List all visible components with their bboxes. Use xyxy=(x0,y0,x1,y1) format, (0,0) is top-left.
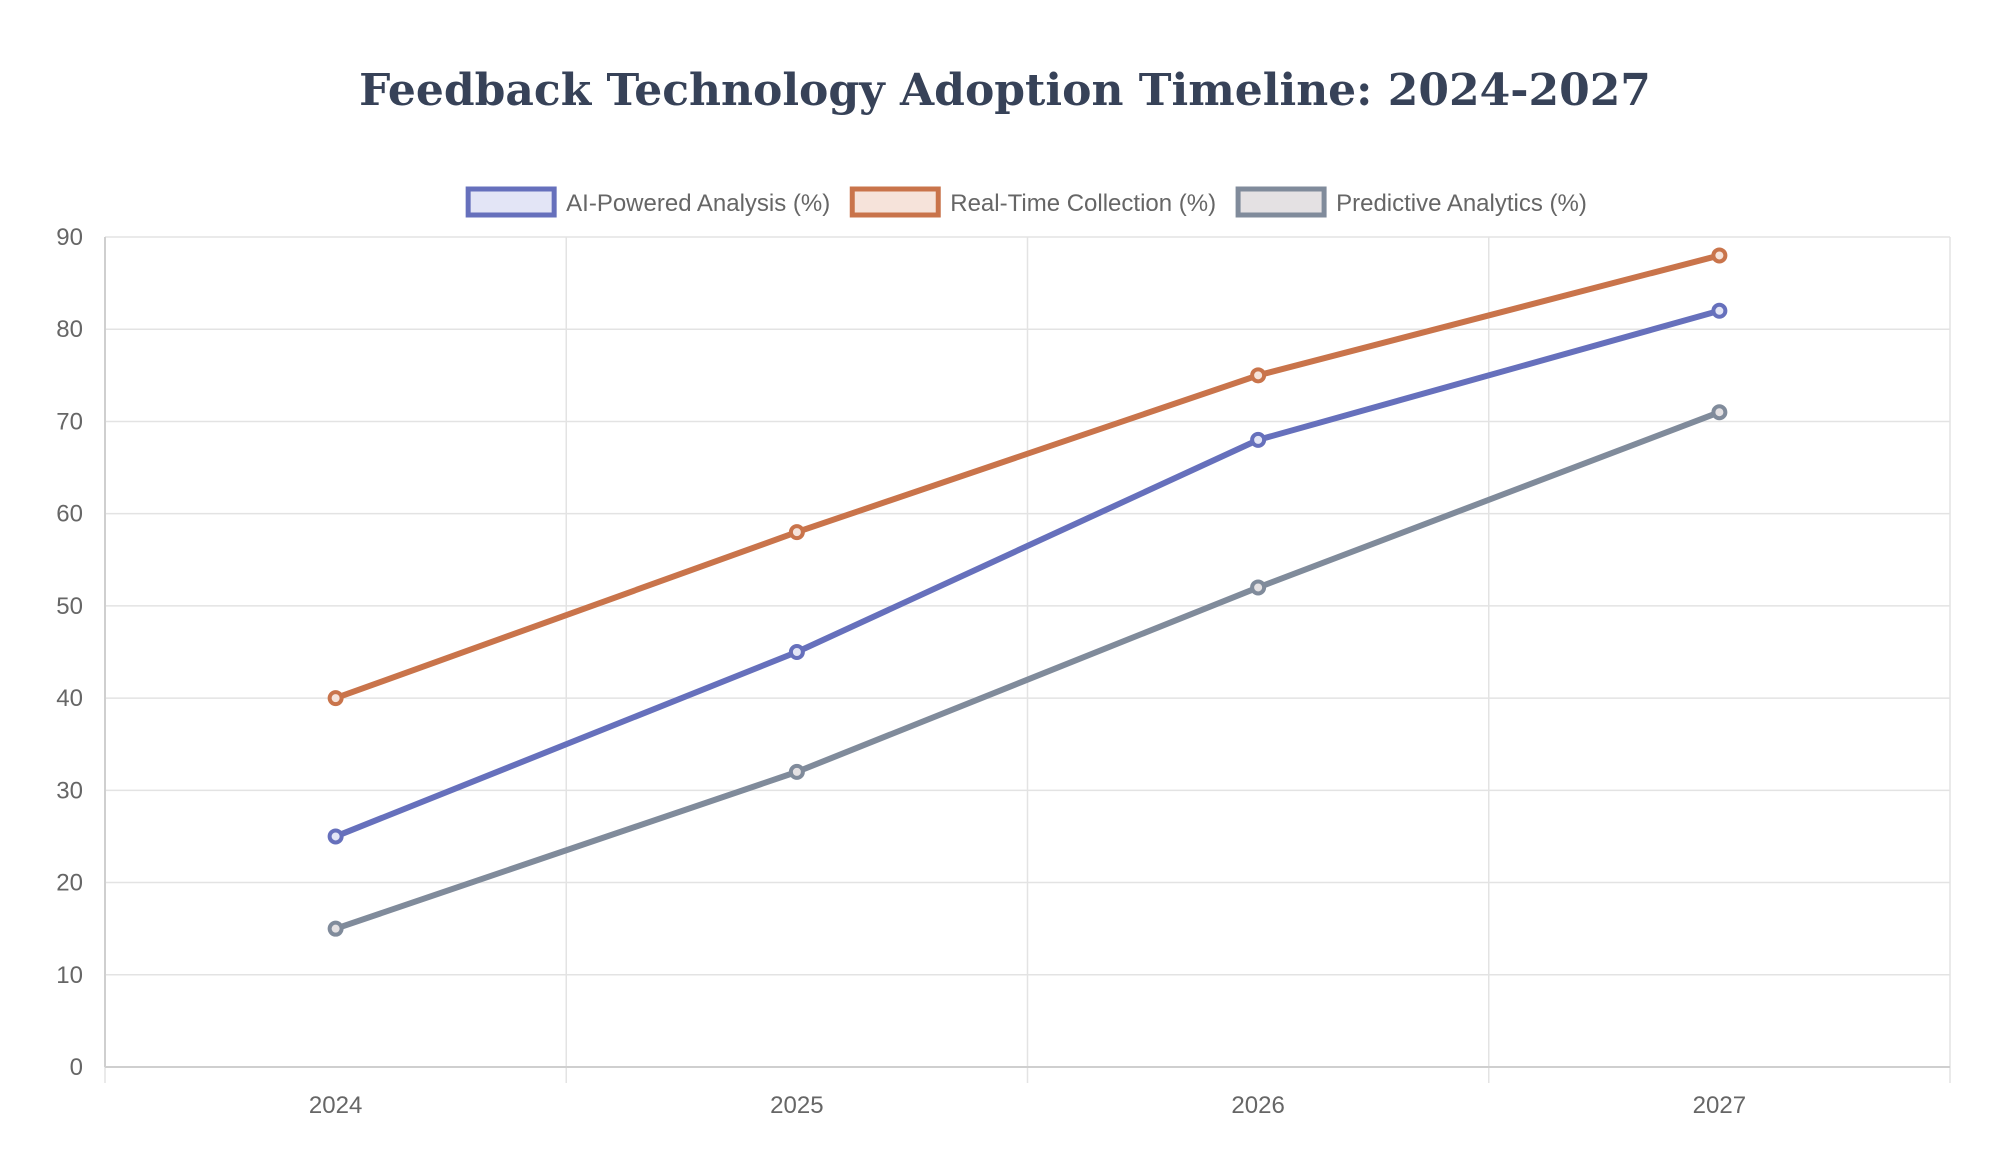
data-point[interactable] xyxy=(1250,367,1267,384)
legend: AI-Powered Analysis (%) Real-Time Collect… xyxy=(465,186,1587,218)
y-tick-label: 30 xyxy=(56,777,83,804)
series-0 xyxy=(327,302,1728,845)
data-point[interactable] xyxy=(327,828,344,845)
data-point[interactable] xyxy=(788,524,805,541)
data-point[interactable] xyxy=(327,690,344,707)
legend-item[interactable]: Real-Time Collection (%) xyxy=(849,186,1216,218)
x-tick-label: 2027 xyxy=(1693,1092,1746,1119)
legend-item[interactable]: Predictive Analytics (%) xyxy=(1235,186,1587,218)
y-tick-label: 60 xyxy=(56,501,83,528)
y-tick-label: 40 xyxy=(56,685,83,712)
y-tick-label: 0 xyxy=(70,1054,83,1081)
data-point[interactable] xyxy=(1711,404,1728,421)
legend-label: Predictive Analytics (%) xyxy=(1336,190,1587,217)
y-tick-label: 20 xyxy=(56,870,83,897)
y-tick-label: 80 xyxy=(56,316,83,343)
y-tick-label: 50 xyxy=(56,593,83,620)
data-point[interactable] xyxy=(1250,431,1267,448)
chart-axes: 0 10 20 30 40 50 60 70 80 90 2024 2025 2026 2027 xyxy=(56,224,1950,1119)
chart-series xyxy=(327,247,1728,937)
data-point[interactable] xyxy=(1711,302,1728,319)
data-point[interactable] xyxy=(1711,247,1728,264)
data-point[interactable] xyxy=(327,920,344,937)
legend-label: Real-Time Collection (%) xyxy=(950,190,1216,217)
series-line xyxy=(332,307,1723,840)
x-tick-label: 2025 xyxy=(770,1092,823,1119)
legend-swatch xyxy=(1235,186,1327,218)
series-2 xyxy=(327,404,1728,937)
legend-swatch xyxy=(465,186,557,218)
chart-grid xyxy=(104,236,1951,1083)
x-tick-label: 2026 xyxy=(1231,1092,1284,1119)
data-point[interactable] xyxy=(788,763,805,780)
y-tick-label: 70 xyxy=(56,408,83,435)
data-point[interactable] xyxy=(1250,579,1267,596)
series-1 xyxy=(327,247,1728,707)
legend-label: AI-Powered Analysis (%) xyxy=(566,190,830,217)
series-line xyxy=(332,252,1723,702)
data-point[interactable] xyxy=(788,644,805,660)
x-tick-label: 2024 xyxy=(309,1092,362,1119)
legend-item[interactable]: AI-Powered Analysis (%) xyxy=(465,186,830,218)
y-tick-label: 90 xyxy=(56,224,83,251)
y-tick-label: 10 xyxy=(56,962,83,989)
series-line xyxy=(332,409,1723,932)
chart-title: Feedback Technology Adoption Timeline: 2… xyxy=(359,65,1651,116)
legend-swatch xyxy=(849,186,941,218)
